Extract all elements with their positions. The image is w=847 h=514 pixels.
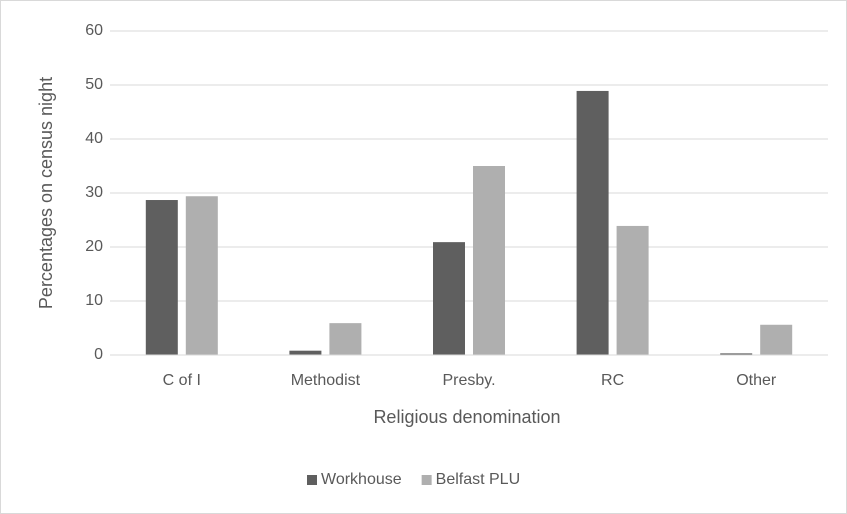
legend-label: Workhouse xyxy=(321,471,402,488)
y-tick-label: 20 xyxy=(85,238,103,255)
legend-label: Belfast PLU xyxy=(436,471,520,488)
y-tick-label: 50 xyxy=(85,76,103,93)
y-tick-label: 10 xyxy=(85,292,103,309)
bar xyxy=(760,324,793,355)
y-tick-label: 0 xyxy=(94,346,103,363)
bar xyxy=(616,225,649,355)
bar xyxy=(185,196,218,355)
y-tick-label: 40 xyxy=(85,130,103,147)
y-axis-title: Percentages on census night xyxy=(36,77,56,309)
x-tick-label: C of I xyxy=(163,372,201,389)
bar xyxy=(289,350,322,355)
x-tick-label: RC xyxy=(601,372,624,389)
bar xyxy=(720,353,753,355)
legend-swatch xyxy=(421,475,432,485)
bar xyxy=(473,166,505,355)
x-tick-label: Presby. xyxy=(442,372,495,389)
x-tick-label: Other xyxy=(736,372,777,389)
y-tick-label: 60 xyxy=(85,22,103,39)
legend-swatch xyxy=(307,475,317,485)
bar xyxy=(329,323,362,355)
bar xyxy=(576,90,609,355)
x-axis-title: Religious denomination xyxy=(373,407,560,427)
bar xyxy=(145,200,178,355)
y-tick-label: 30 xyxy=(85,184,103,201)
x-tick-label: Methodist xyxy=(291,372,361,389)
bar xyxy=(433,242,465,355)
